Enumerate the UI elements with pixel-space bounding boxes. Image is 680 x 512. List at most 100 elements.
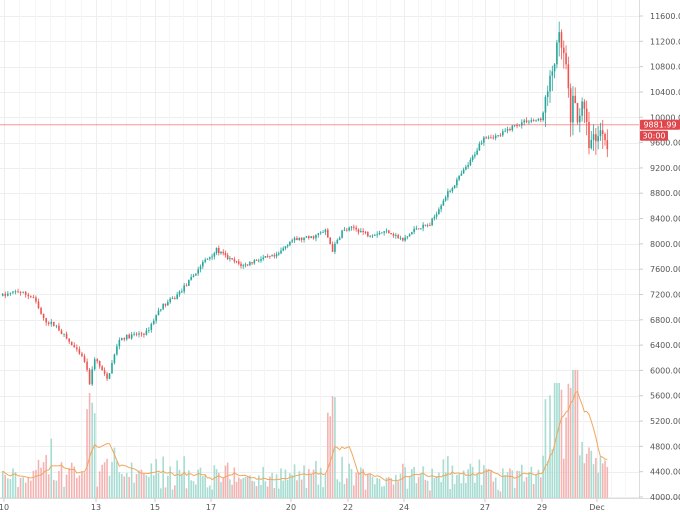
candle-body xyxy=(266,256,269,257)
candle-body xyxy=(14,291,17,293)
volume-bar xyxy=(532,483,535,498)
candle-body xyxy=(506,129,509,131)
volume-bar xyxy=(369,474,371,498)
volume-bar xyxy=(262,466,265,498)
candle-body xyxy=(152,320,155,324)
candle-body xyxy=(525,120,528,122)
candle-body xyxy=(315,234,317,239)
volume-bar xyxy=(341,456,343,498)
volume-bar xyxy=(480,485,483,498)
volume-bar xyxy=(217,472,220,498)
candle-body xyxy=(399,237,402,239)
volume-bar xyxy=(528,472,530,498)
volume-bar xyxy=(518,470,521,498)
volume-bar xyxy=(513,487,516,498)
volume-bar xyxy=(502,468,504,498)
volume-bar xyxy=(231,484,233,498)
candle-body xyxy=(138,333,140,335)
volume-bar xyxy=(249,475,251,498)
y-tick-label: 6000.00 xyxy=(650,366,680,375)
volume-bar xyxy=(556,383,558,498)
candle-body xyxy=(471,156,474,160)
volume-bar xyxy=(408,476,411,498)
volume-bar xyxy=(103,462,106,498)
volume-bar xyxy=(286,479,289,498)
volume-bar xyxy=(150,463,153,498)
candle-body xyxy=(9,292,12,294)
candle-body xyxy=(22,291,24,293)
price-axis[interactable]: 11600.00 11200.00 10800.00 10400.00 10000.00… xyxy=(639,12,680,502)
volume-bar xyxy=(606,466,609,498)
volume-bar xyxy=(176,460,178,498)
candle-body xyxy=(190,277,192,280)
volume-bar xyxy=(449,489,451,498)
candle-body xyxy=(329,237,331,245)
volume-bar xyxy=(121,473,123,498)
candle-body xyxy=(453,185,456,189)
volume-bar xyxy=(399,473,402,498)
candle-body xyxy=(121,338,123,340)
candle-body xyxy=(532,120,535,122)
volume-bar xyxy=(523,481,525,498)
candle-body xyxy=(167,301,169,306)
volume-bar xyxy=(9,479,12,498)
volume-bar xyxy=(319,467,322,498)
volume-bar xyxy=(553,383,556,498)
volume-bar xyxy=(253,481,256,498)
volume-bar xyxy=(592,464,595,498)
volume-bar xyxy=(579,455,581,498)
candle-body xyxy=(222,251,225,254)
current-price-tag: 9881.99 30:00 xyxy=(640,119,680,141)
candle-body xyxy=(260,258,262,261)
volume-bar xyxy=(343,483,346,498)
candle-body xyxy=(402,237,404,241)
x-tick-label: 22 xyxy=(343,503,353,512)
volume-bar xyxy=(485,468,487,498)
volume-bar xyxy=(40,467,42,498)
volume-bar xyxy=(367,474,369,498)
candle-body xyxy=(289,241,291,246)
time-axis[interactable]: 10 13 15 17 20 22 24 27 29 Dec xyxy=(0,498,605,512)
candle-body xyxy=(282,248,285,251)
candle-body xyxy=(590,139,593,149)
volume-bar xyxy=(551,449,554,498)
volume-bar xyxy=(433,478,436,498)
volume-bar xyxy=(237,477,240,498)
y-tick-label: 7200.00 xyxy=(650,290,680,299)
volume-bar xyxy=(492,481,495,498)
candle-body xyxy=(353,226,355,228)
candle-body xyxy=(422,224,424,229)
x-tick-label: 27 xyxy=(480,503,490,512)
candle-body xyxy=(364,232,367,233)
volume-bar xyxy=(305,487,308,498)
volume-bar xyxy=(530,466,533,498)
volume-bar xyxy=(353,485,355,498)
candle-body xyxy=(376,234,378,236)
candle-body xyxy=(91,369,93,385)
x-tick-label: 24 xyxy=(399,503,409,512)
volume-bar xyxy=(140,469,143,498)
candle-body xyxy=(162,303,164,310)
candle-body xyxy=(572,95,574,123)
y-tick-label: 4000.00 xyxy=(650,493,680,502)
candle-body xyxy=(7,293,9,296)
candle-body xyxy=(291,240,293,242)
volume-bar xyxy=(19,478,22,498)
candle-body xyxy=(535,120,537,122)
candle-body xyxy=(480,142,483,144)
volume-bar xyxy=(130,462,133,498)
candle-body xyxy=(458,175,460,180)
candle-body xyxy=(195,273,197,276)
candle-body xyxy=(47,322,50,324)
volume-bar xyxy=(567,383,570,498)
candle-body xyxy=(435,214,438,217)
candle-body xyxy=(185,285,188,287)
candle-body xyxy=(567,64,570,89)
candle-body xyxy=(93,359,96,370)
candle-body xyxy=(606,140,609,150)
candle-body xyxy=(50,321,53,324)
volume-bar xyxy=(229,479,231,498)
candle-body xyxy=(357,229,360,233)
candle-body xyxy=(53,321,55,326)
